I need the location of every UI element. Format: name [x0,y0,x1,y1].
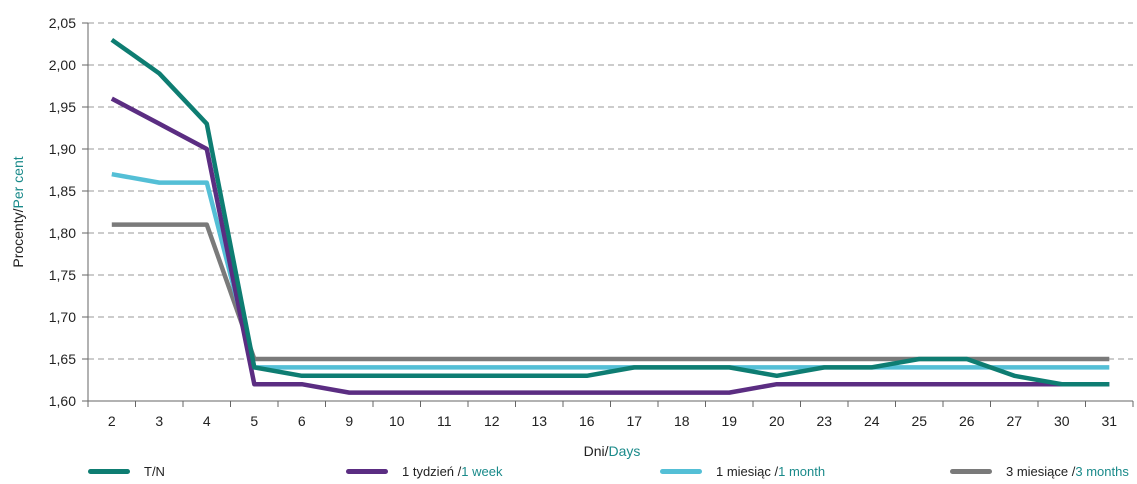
legend-label-main: 3 miesiące / [1006,464,1076,479]
x-tick-label: 12 [484,413,500,429]
series-line [110,37,1110,387]
legend-item-1-week: 1 tydzień / 1 week [346,464,502,479]
legend-item-1-month: 1 miesiąc / 1 month [660,464,825,479]
y-tick-label: 1,95 [49,99,76,115]
x-tick-label: 9 [345,413,353,429]
legend-swatch [660,469,702,474]
x-axis-title-main: Dni/ [584,443,609,459]
legend-item-3-months: 3 miesiące / 3 months [950,464,1129,479]
legend-label-alt: 1 week [461,464,503,479]
y-axis-title: Procenty/Per cent [10,156,26,267]
x-tick-label: 30 [1054,413,1070,429]
x-tick-label: 4 [203,413,211,429]
legend-item-tn: T/N [88,464,165,479]
series-line [111,171,1110,370]
y-axis-ticks: 1,60 1,65 1,70 1,75 1,80 1,85 1,90 1,95 2,00 2,05 [49,15,89,409]
legend: T/N 1 tydzień / 1 week 1 miesiąc / 1 mon… [0,464,1137,484]
grid-lines [88,22,1133,360]
legend-swatch [950,469,992,474]
legend-label-main: 1 tydzień / [402,464,462,479]
x-tick-label: 16 [579,413,595,429]
legend-swatch [346,469,388,474]
x-tick-label: 5 [250,413,258,429]
x-tick-label: 6 [298,413,306,429]
x-tick-label: 3 [155,413,163,429]
x-tick-label: 20 [769,413,785,429]
x-axis-ticks: 2 3 4 5 6 9 10 11 12 13 16 17 18 19 20 23 24 25 26 27 30 31 [87,400,1134,429]
x-tick-label: 2 [108,413,116,429]
y-axis-title-alt: Per cent [10,156,26,208]
x-tick-label: 19 [721,413,737,429]
legend-label-main: T/N [144,464,165,479]
x-tick-label: 10 [389,413,405,429]
legend-swatch [88,469,130,474]
series-line [110,96,1110,395]
y-tick-label: 1,70 [49,309,76,325]
y-tick-label: 2,00 [49,57,76,73]
line-chart: 1,60 1,65 1,70 1,75 1,80 1,85 1,90 1,95 2,00 2,05… [10,15,1134,459]
y-tick-label: 1,65 [49,351,76,367]
y-tick-label: 1,80 [49,225,76,241]
x-tick-label: 24 [864,413,880,429]
y-tick-label: 1,85 [49,183,76,199]
y-tick-label: 1,90 [49,141,76,157]
y-axis-title-main: Procenty/ [10,208,26,267]
x-tick-label: 25 [911,413,927,429]
series-lines [110,37,1110,395]
legend-label-alt: 3 months [1075,464,1129,479]
x-tick-label: 11 [437,413,452,429]
legend-label-alt: 1 month [778,464,826,479]
y-tick-label: 1,75 [49,267,76,283]
x-tick-label: 17 [626,413,642,429]
x-axis-title-alt: Days [609,443,641,459]
x-tick-label: 27 [1006,413,1022,429]
x-tick-label: 31 [1101,413,1117,429]
legend-label-main: 1 miesiąc / [716,464,779,479]
x-axis-title: Dni/Days [584,443,641,459]
series-line [111,222,1110,362]
y-tick-label: 1,60 [49,393,76,409]
x-tick-label: 23 [816,413,832,429]
x-tick-label: 18 [674,413,690,429]
x-tick-label: 13 [531,413,547,429]
y-tick-label: 2,05 [49,15,76,31]
x-tick-label: 26 [959,413,975,429]
